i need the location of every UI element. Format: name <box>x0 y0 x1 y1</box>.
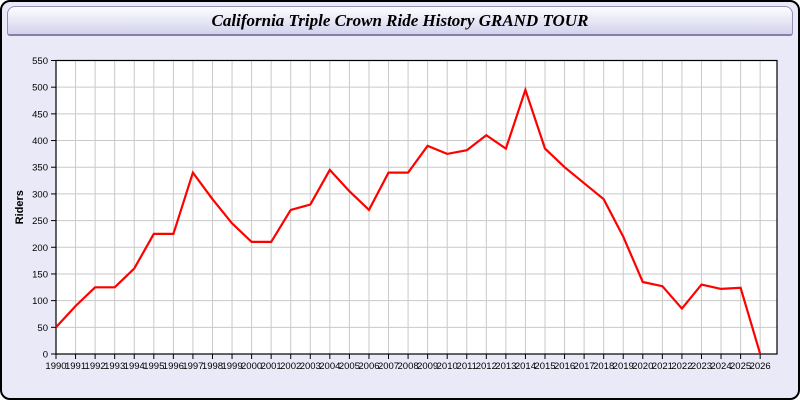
x-tick-label: 2001 <box>261 361 282 372</box>
x-tick-label: 2025 <box>730 361 751 372</box>
y-tick-label: 350 <box>32 163 48 174</box>
x-tick-label: 2018 <box>593 361 614 372</box>
x-tick-label: 1990 <box>45 361 66 372</box>
title-bar: California Triple Crown Ride History GRA… <box>7 6 793 36</box>
x-tick-label: 2024 <box>710 361 731 372</box>
x-tick-label: 1991 <box>65 361 86 372</box>
x-tick-label: 2017 <box>574 361 595 372</box>
y-tick-label: 550 <box>32 56 48 67</box>
y-tick-label: 500 <box>32 83 48 94</box>
x-tick-label: 2015 <box>534 361 555 372</box>
y-tick-label: 150 <box>32 269 48 280</box>
x-tick-label: 1995 <box>143 361 164 372</box>
x-tick-label: 2000 <box>241 361 262 372</box>
x-tick-label: 1998 <box>202 361 223 372</box>
x-tick-label: 2022 <box>671 361 692 372</box>
x-tick-label: 1994 <box>124 361 145 372</box>
x-tick-label: 2023 <box>691 361 712 372</box>
x-tick-label: 2003 <box>300 361 321 372</box>
x-tick-label: 1996 <box>163 361 184 372</box>
riders-line-series <box>55 86 762 355</box>
x-tick-label: 2007 <box>378 361 399 372</box>
plot-area <box>56 60 777 354</box>
y-tick-label: 450 <box>32 109 48 120</box>
y-tick-label: 250 <box>32 216 48 227</box>
x-tick-label: 1997 <box>182 361 203 372</box>
x-tick-label: 1993 <box>104 361 125 372</box>
x-tick-label: 2008 <box>398 361 419 372</box>
plot-border <box>55 59 778 355</box>
y-tick-label: 100 <box>32 296 48 307</box>
y-tick-label: 200 <box>32 243 48 254</box>
y-axis-title: Riders <box>14 190 26 224</box>
x-tick-label: 2011 <box>457 361 477 372</box>
x-tick-label: 2026 <box>750 361 771 372</box>
y-tick-label: 0 <box>43 350 48 361</box>
x-tick-label: 2002 <box>280 361 301 372</box>
x-tick-label: 2006 <box>358 361 379 372</box>
page-title: California Triple Crown Ride History GRA… <box>211 11 589 30</box>
x-tick-label: 2013 <box>495 361 516 372</box>
x-tick-label: 2004 <box>319 361 340 372</box>
x-tick-label: 2020 <box>632 361 653 372</box>
y-tick-label: 300 <box>32 189 48 200</box>
x-tick-label: 1992 <box>85 361 106 372</box>
x-tick-label: 2009 <box>417 361 438 372</box>
x-tick-label: 2014 <box>515 361 536 372</box>
y-tick-label: 400 <box>32 136 48 147</box>
x-tick-label: 2005 <box>339 361 360 372</box>
x-tick-label: 2012 <box>476 361 497 372</box>
y-tick-label: 50 <box>37 323 48 334</box>
x-tick-label: 2010 <box>437 361 458 372</box>
x-tick-label: 2019 <box>613 361 634 372</box>
x-tick-label: 2016 <box>554 361 575 372</box>
x-tick-label: 1999 <box>221 361 242 372</box>
x-tick-label: 2021 <box>652 361 673 372</box>
